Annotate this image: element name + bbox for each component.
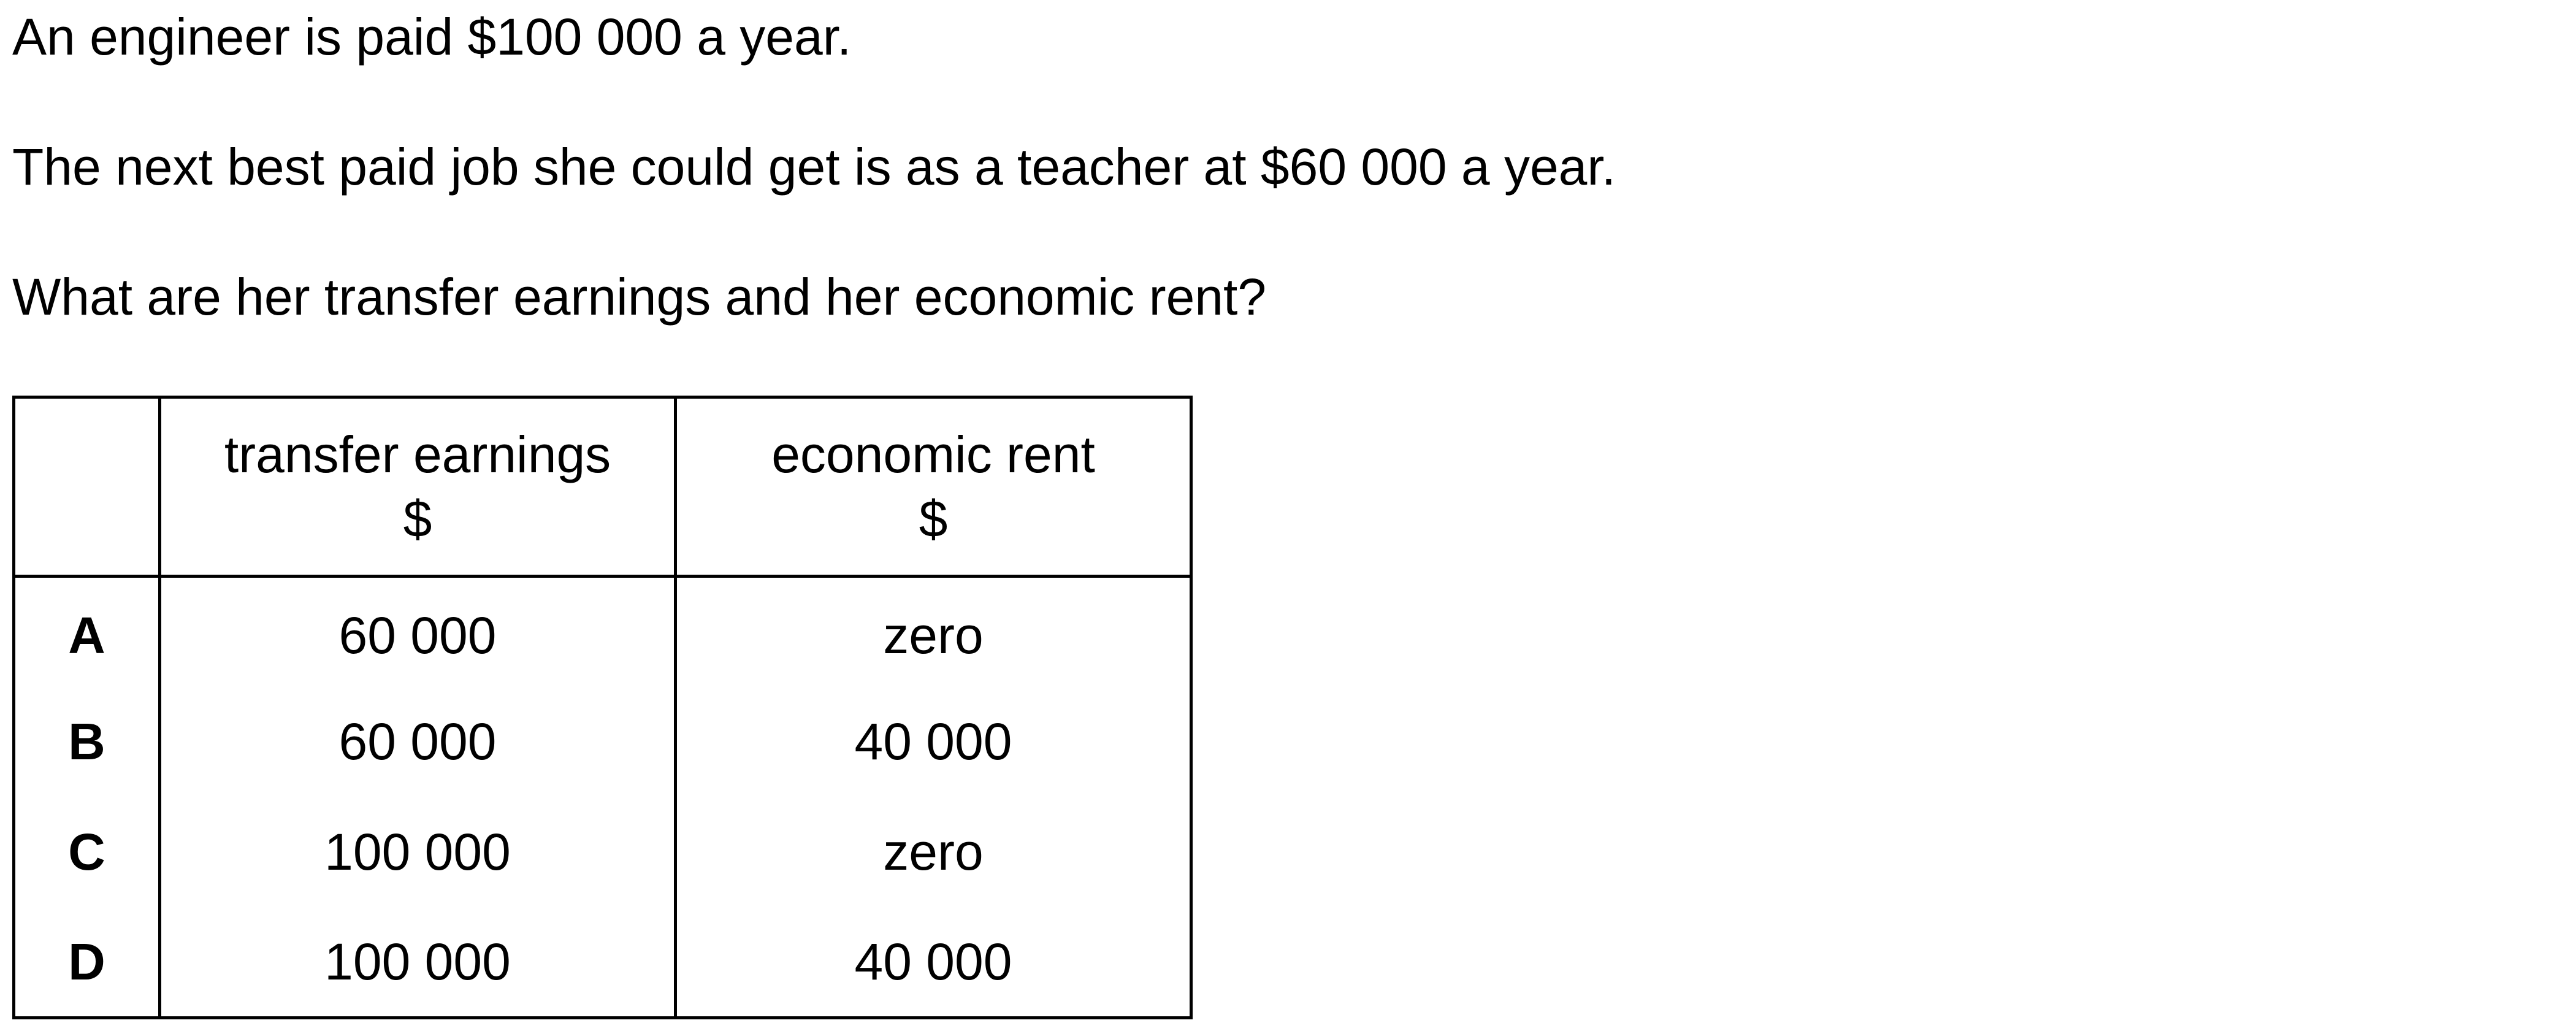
option-transfer-earnings: 60 000 <box>158 686 677 797</box>
option-row-a[interactable]: A 60 000 zero <box>12 576 1193 687</box>
header-economic-rent: economic rent $ <box>674 396 1193 578</box>
header-transfer-earnings-label: transfer earnings <box>224 426 611 484</box>
option-row-d[interactable]: D 100 000 40 000 <box>12 907 1193 1019</box>
option-transfer-earnings: 100 000 <box>158 907 677 1019</box>
option-economic-rent: zero <box>674 797 1193 908</box>
header-transfer-earnings: transfer earnings $ <box>158 396 677 578</box>
option-transfer-earnings: 100 000 <box>158 797 677 908</box>
answer-options-table: transfer earnings $ economic rent $ A 60… <box>12 396 1193 1019</box>
question-line-alternative-job: The next best paid job she could get is … <box>12 138 1616 196</box>
header-economic-rent-unit: $ <box>919 489 948 548</box>
option-transfer-earnings: 60 000 <box>158 576 677 687</box>
option-letter[interactable]: A <box>12 576 161 687</box>
option-row-c[interactable]: C 100 000 zero <box>12 797 1193 908</box>
option-row-b[interactable]: B 60 000 40 000 <box>12 686 1193 797</box>
option-letter[interactable]: D <box>12 907 161 1019</box>
question-line-salary: An engineer is paid $100 000 a year. <box>12 8 852 66</box>
option-economic-rent: 40 000 <box>674 907 1193 1019</box>
option-letter[interactable]: C <box>12 797 161 908</box>
header-economic-rent-label: economic rent <box>771 426 1095 484</box>
header-empty-cell <box>12 396 161 578</box>
option-economic-rent: 40 000 <box>674 686 1193 797</box>
header-transfer-earnings-unit: $ <box>403 489 432 548</box>
question-prompt: What are her transfer earnings and her e… <box>12 268 1267 326</box>
option-economic-rent: zero <box>674 576 1193 687</box>
table-header-row: transfer earnings $ economic rent $ <box>12 396 1193 578</box>
option-letter[interactable]: B <box>12 686 161 797</box>
